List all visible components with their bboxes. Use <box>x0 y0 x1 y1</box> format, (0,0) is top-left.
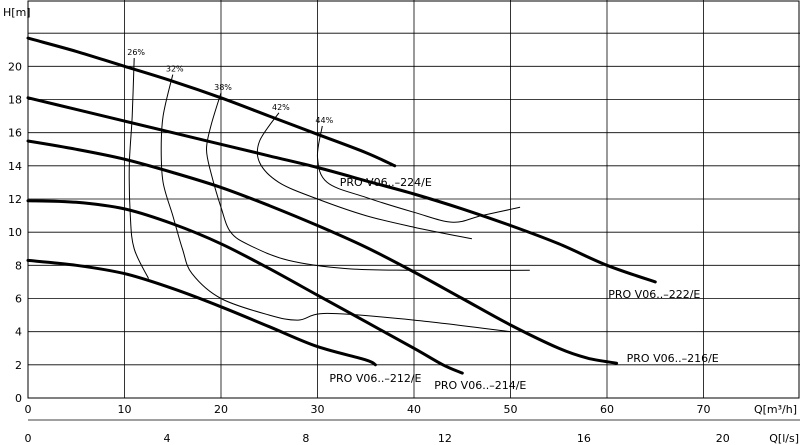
efficiency-label: 26% <box>127 48 145 57</box>
efficiency-line <box>205 92 530 271</box>
efficiency-label: 32% <box>166 65 184 74</box>
efficiency-lines: 26% 32% 38% 42% 44% <box>127 48 530 333</box>
efficiency-label: 42% <box>272 103 290 112</box>
x-primary-tick-label: 0 <box>25 403 32 416</box>
x-axis-secondary-title: Q[l/s] <box>769 432 799 445</box>
efficiency-label: 38% <box>214 83 232 92</box>
y-tick-label: 12 <box>8 193 22 206</box>
x-primary-tick-label: 60 <box>600 403 614 416</box>
pump-curve <box>26 199 464 375</box>
y-tick-label: 6 <box>15 293 22 306</box>
x-secondary-tick-label: 0 <box>25 432 32 445</box>
x-secondary-tick-label: 8 <box>302 432 309 445</box>
y-tick-labels: 0 2 4 6 8 10 12 14 16 18 20 <box>8 60 22 405</box>
x-primary-tick-label: 30 <box>311 403 325 416</box>
y-tick-label: 0 <box>15 392 22 405</box>
y-tick-label: 20 <box>8 60 22 73</box>
y-tick-label: 10 <box>8 226 22 239</box>
grid <box>27 0 800 421</box>
x-primary-tick-label: 70 <box>697 403 711 416</box>
x-primary-tick-label: 40 <box>407 403 421 416</box>
y-tick-label: 18 <box>8 94 22 107</box>
efficiency-label: 44% <box>315 116 333 125</box>
x-axis-primary-title: Q[m³/h] <box>754 403 797 416</box>
plot-border <box>27 0 800 399</box>
pump-curve-label: PRO V06..–216/E <box>627 352 719 365</box>
x-secondary-tick-label: 4 <box>163 432 170 445</box>
y-tick-label: 16 <box>8 127 22 140</box>
y-axis-title: H[m] <box>3 6 31 19</box>
pump-curve <box>26 36 397 168</box>
x-secondary-tick-label: 12 <box>438 432 452 445</box>
efficiency-line <box>160 74 511 333</box>
x-secondary-tick-label: 20 <box>716 432 730 445</box>
y-tick-label: 2 <box>15 359 22 372</box>
pump-curve <box>26 139 619 365</box>
pump-curve <box>26 258 377 367</box>
x-primary-tick-labels: 0 10 20 30 40 50 60 70 <box>25 403 711 416</box>
pump-curve-label: PRO V06..–212/E <box>329 372 421 385</box>
pump-curve-label: PRO V06..–222/E <box>608 288 700 301</box>
x-secondary-tick-label: 16 <box>577 432 591 445</box>
x-primary-tick-label: 20 <box>214 403 228 416</box>
efficiency-line <box>316 125 521 223</box>
y-tick-label: 14 <box>8 160 22 173</box>
pump-curve-label: PRO V06..–214/E <box>434 379 526 392</box>
x-primary-tick-label: 10 <box>118 403 132 416</box>
pump-curve <box>26 96 657 284</box>
y-tick-label: 4 <box>15 326 22 339</box>
efficiency-line <box>256 112 472 240</box>
efficiency-line <box>128 57 150 279</box>
y-tick-label: 8 <box>15 259 22 272</box>
x-primary-tick-label: 50 <box>504 403 518 416</box>
x-secondary-tick-labels: 0 4 8 12 16 20 <box>25 432 730 445</box>
